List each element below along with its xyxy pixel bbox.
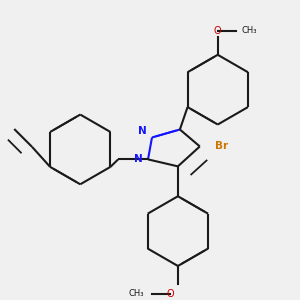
Text: N: N (138, 127, 146, 136)
Text: CH₃: CH₃ (128, 290, 144, 298)
Text: N: N (134, 154, 142, 164)
Text: CH₃: CH₃ (242, 26, 257, 35)
Text: O: O (214, 26, 222, 36)
Text: Br: Br (215, 141, 228, 152)
Text: O: O (166, 289, 174, 299)
